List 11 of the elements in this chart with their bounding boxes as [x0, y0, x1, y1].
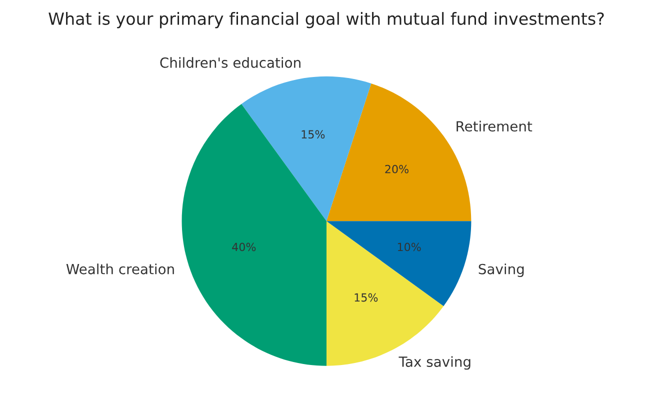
slice-label: Children's education [160, 57, 300, 68]
data-label: 15% [354, 293, 378, 302]
slice-label: Tax saving [398, 356, 470, 370]
data-label: 10% [398, 242, 421, 252]
data-label: 20% [385, 164, 408, 174]
chart-title: What is your primary financial goal with mutual fund investments? [48, 12, 604, 28]
slice-label: Retirement [456, 120, 532, 132]
slice-label: Wealth creation [66, 264, 174, 274]
slice-label: Saving [478, 264, 524, 278]
data-label: 40% [232, 242, 256, 252]
data-label: 15% [302, 130, 325, 139]
